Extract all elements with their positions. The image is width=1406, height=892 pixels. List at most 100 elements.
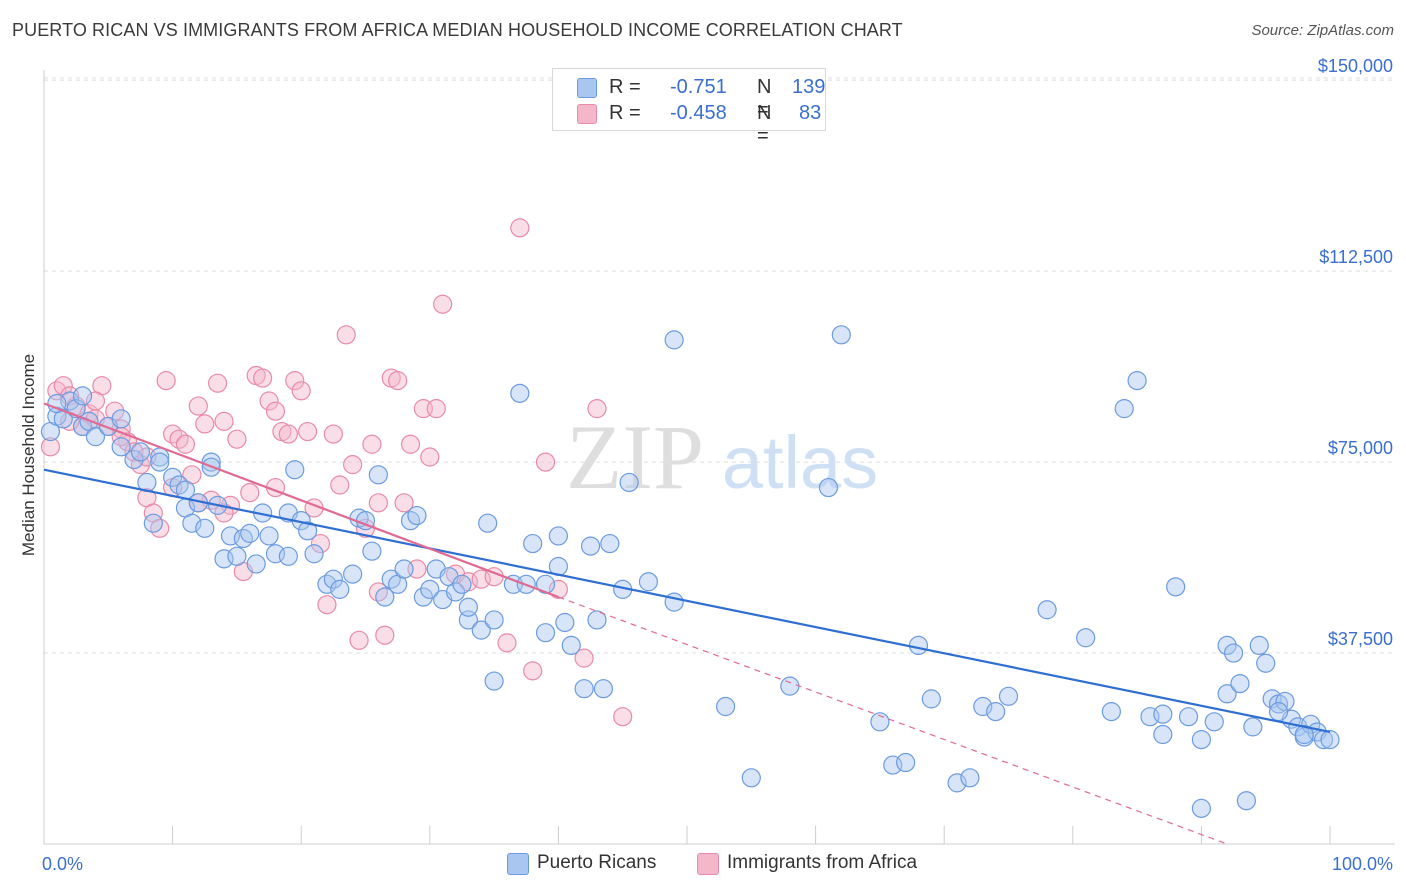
point-puerto-ricans (638, 572, 659, 592)
point-puerto-ricans (182, 513, 202, 533)
trend-lines (43, 402, 1331, 845)
point-puerto-ricans (921, 689, 941, 709)
legend-r-label: R = (609, 102, 647, 124)
point-puerto-ricans (510, 383, 530, 403)
legend-n-value: 83 (799, 102, 822, 124)
point-puerto-ricans (600, 533, 620, 554)
point-puerto-ricans (908, 635, 929, 656)
point-immigrants-from-africa (394, 493, 414, 513)
point-puerto-ricans (561, 635, 581, 656)
point-immigrants-from-africa (156, 371, 176, 391)
point-immigrants-from-africa (535, 452, 556, 472)
point-puerto-ricans (593, 679, 614, 699)
point-puerto-ricans (1127, 371, 1147, 391)
point-immigrants-from-africa (285, 371, 305, 391)
point-immigrants-from-africa (336, 325, 356, 345)
point-immigrants-from-africa (368, 493, 388, 513)
point-puerto-ricans (587, 610, 607, 630)
point-puerto-ricans (304, 544, 324, 564)
point-puerto-ricans (111, 437, 131, 457)
point-puerto-ricans (150, 452, 170, 472)
bottom-legend-label: Puerto Ricans (537, 852, 657, 873)
point-puerto-ricans (1268, 702, 1289, 722)
point-immigrants-from-africa (240, 483, 260, 503)
point-puerto-ricans (240, 523, 260, 543)
legend-n-label: N = (757, 102, 772, 147)
point-puerto-ricans (195, 518, 215, 538)
legend-swatch-pink (577, 104, 597, 124)
x-tick-label-max: 100.0% (1332, 854, 1393, 874)
point-puerto-ricans (1101, 702, 1121, 722)
point-puerto-ricans (471, 620, 491, 640)
point-immigrants-from-africa (523, 661, 543, 681)
axes (43, 70, 1395, 845)
point-puerto-ricans (163, 467, 183, 487)
point-puerto-ricans (285, 460, 305, 480)
point-puerto-ricans (619, 472, 639, 493)
point-immigrants-from-africa (208, 373, 228, 393)
point-immigrants-from-africa (375, 625, 395, 645)
point-immigrants-from-africa (317, 595, 337, 615)
point-puerto-ricans (1275, 691, 1295, 712)
point-immigrants-from-africa (195, 414, 215, 434)
point-puerto-ricans (548, 526, 569, 546)
point-puerto-ricans (1191, 798, 1212, 818)
point-puerto-ricans (1114, 399, 1134, 419)
point-immigrants-from-africa (310, 533, 331, 554)
point-immigrants-from-africa (227, 429, 247, 449)
point-puerto-ricans (47, 393, 67, 414)
point-puerto-ricans (1230, 673, 1250, 694)
legend-r-label: R = (609, 76, 647, 98)
point-immigrants-from-africa (574, 648, 594, 668)
point-puerto-ricans (960, 768, 980, 788)
point-puerto-ricans (896, 752, 916, 773)
point-puerto-ricans (1076, 628, 1096, 648)
point-puerto-ricans (535, 623, 556, 643)
point-immigrants-from-africa (169, 429, 189, 449)
point-puerto-ricans (1243, 717, 1263, 737)
bottom-legend-swatch-pink (697, 853, 719, 875)
point-immigrants-from-africa (426, 399, 446, 419)
source-credit: Source: ZipAtlas.com (1251, 22, 1394, 39)
y-tick-label: $75,000 (1328, 438, 1393, 458)
point-puerto-ricans (1249, 635, 1269, 656)
point-puerto-ricans (831, 325, 851, 345)
point-immigrants-from-africa (433, 294, 453, 314)
point-puerto-ricans (1236, 791, 1257, 811)
y-tick-labels: $37,500 $75,000 $112,500 $150,000 (1318, 56, 1393, 649)
point-puerto-ricans (111, 409, 131, 429)
point-puerto-ricans (1256, 653, 1276, 673)
point-immigrants-from-africa (214, 411, 234, 431)
y-axis-label: Median Household Income (19, 354, 38, 556)
point-puerto-ricans (664, 330, 684, 350)
trend-line-immigrants-from-africa-extension (558, 596, 1228, 845)
point-immigrants-from-africa (265, 401, 286, 421)
point-puerto-ricans (780, 676, 800, 696)
point-immigrants-from-africa (253, 368, 273, 388)
point-puerto-ricans (1191, 730, 1212, 750)
point-immigrants-from-africa (323, 424, 343, 444)
point-puerto-ricans (317, 574, 337, 594)
point-puerto-ricans (124, 449, 144, 470)
point-puerto-ricans (574, 679, 594, 699)
trend-line-puerto-ricans (43, 468, 1331, 734)
point-puerto-ricans (1204, 712, 1224, 732)
bottom-legend-label: Immigrants from Africa (727, 852, 918, 873)
point-immigrants-from-africa (420, 447, 440, 467)
point-puerto-ricans (715, 696, 736, 717)
point-puerto-ricans (986, 702, 1006, 722)
point-puerto-ricans (381, 569, 401, 589)
point-puerto-ricans (1178, 707, 1199, 727)
point-immigrants-from-africa (40, 437, 61, 457)
point-puerto-ricans (227, 546, 247, 566)
x-tick-label-min: 0.0% (42, 854, 83, 874)
point-puerto-ricans (130, 442, 151, 462)
watermark-atlas: atlas (722, 421, 878, 504)
point-puerto-ricans (394, 559, 414, 579)
point-puerto-ricans (1223, 643, 1244, 663)
y-tick-label: $37,500 (1328, 629, 1393, 649)
point-immigrants-from-africa (368, 582, 388, 602)
point-puerto-ricans (1153, 724, 1173, 745)
series-immigrants-from-africa (40, 218, 633, 727)
